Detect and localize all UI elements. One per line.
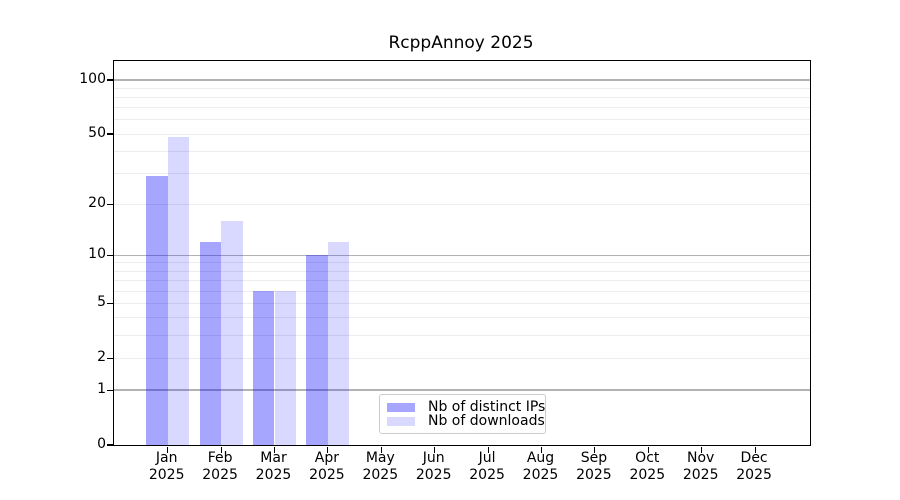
gridline [114,172,810,174]
y-tick-label: 100 [79,70,106,87]
y-tick-mark [106,203,113,205]
gridline [114,107,810,109]
bar-downloads-jan [167,137,190,445]
x-tick-mark [220,446,222,453]
x-tick-mark [273,446,276,453]
y-tick-label: 1 [97,381,106,398]
x-tick-mark [754,446,756,453]
gridline [114,119,810,121]
gridline [114,87,810,89]
y-tick-label: 5 [97,294,106,311]
x-tick-label: Aug 2025 [522,450,559,483]
downloads-swatch-icon [387,416,415,426]
gridline [114,280,810,282]
gridline [114,96,810,98]
x-tick-mark [167,446,169,453]
gridline [114,334,810,336]
x-tick-mark [487,446,489,453]
gridline [114,302,810,304]
gridline [114,357,810,359]
y-tick-mark [106,444,113,446]
x-tick-mark [434,446,436,453]
legend: Nb of distinct IPs Nb of downloads [379,394,546,434]
plot-area: Nb of distinct IPs Nb of downloads [106,60,811,453]
y-tick-label: 20 [88,195,106,212]
gridline-major [114,254,810,257]
x-tick-mark [701,446,703,453]
legend-label-distinct-ips: Nb of distinct IPs [428,399,546,415]
legend-item-distinct-ips: Nb of distinct IPs [387,400,545,414]
bar-downloads-feb [221,220,243,445]
x-tick-label: Feb 2025 [202,450,238,483]
x-tick-label: Mar 2025 [255,450,292,483]
x-tick-mark [647,446,649,453]
x-tick-mark [380,446,382,453]
bar-distinct-ips-jan [146,176,168,445]
x-tick-label: Apr 2025 [309,450,345,483]
gridline [114,262,810,264]
gridline [114,270,810,272]
x-tick-label: Nov 2025 [682,450,719,483]
chart-title: RcppAnnoy 2025 [388,33,534,53]
bar-distinct-ips-feb [199,242,222,445]
x-tick-label: Sep 2025 [576,450,612,483]
y-tick-mark [106,133,113,135]
x-tick-mark [327,446,329,453]
gridline [114,290,810,292]
y-tick-mark [106,389,113,391]
x-tick-label: Jan 2025 [148,450,185,483]
y-tick-label: 0 [97,436,106,452]
y-tick-mark [106,302,113,304]
x-tick-label: Dec 2025 [736,450,772,483]
x-axis-labels: Jan 2025 Feb 2025 Mar 2025 Apr 2025 May 2025… [113,450,809,490]
distinct-ips-swatch-icon [387,402,415,412]
x-tick-mark [540,446,543,453]
legend-label-downloads: Nb of downloads [428,413,545,429]
bar-distinct-ips-apr [306,255,328,445]
gridline [114,203,810,205]
gridline [114,133,810,135]
bar-downloads-mar [274,291,297,445]
x-tick-label: May 2025 [362,450,399,483]
y-tick-label: 2 [97,349,106,366]
bar-distinct-ips-mar [252,291,275,445]
y-axis-labels: 0 1 2 5 10 20 50 100 [0,60,106,452]
x-tick-label: Jun 2025 [415,450,452,483]
gridline [114,150,810,152]
x-tick-label: Oct 2025 [629,450,666,483]
x-tick-label: Jul 2025 [469,450,505,483]
bar-downloads-apr [327,242,350,445]
x-tick-mark [594,446,596,453]
y-tick-label: 10 [88,246,106,263]
gridline-major [114,389,810,391]
y-tick-mark [106,79,113,81]
gridline-major [114,79,810,81]
y-tick-label: 50 [88,125,106,142]
y-tick-mark [106,254,113,256]
legend-item-downloads: Nb of downloads [387,414,545,428]
gridline [114,317,810,319]
y-tick-mark [106,357,113,359]
